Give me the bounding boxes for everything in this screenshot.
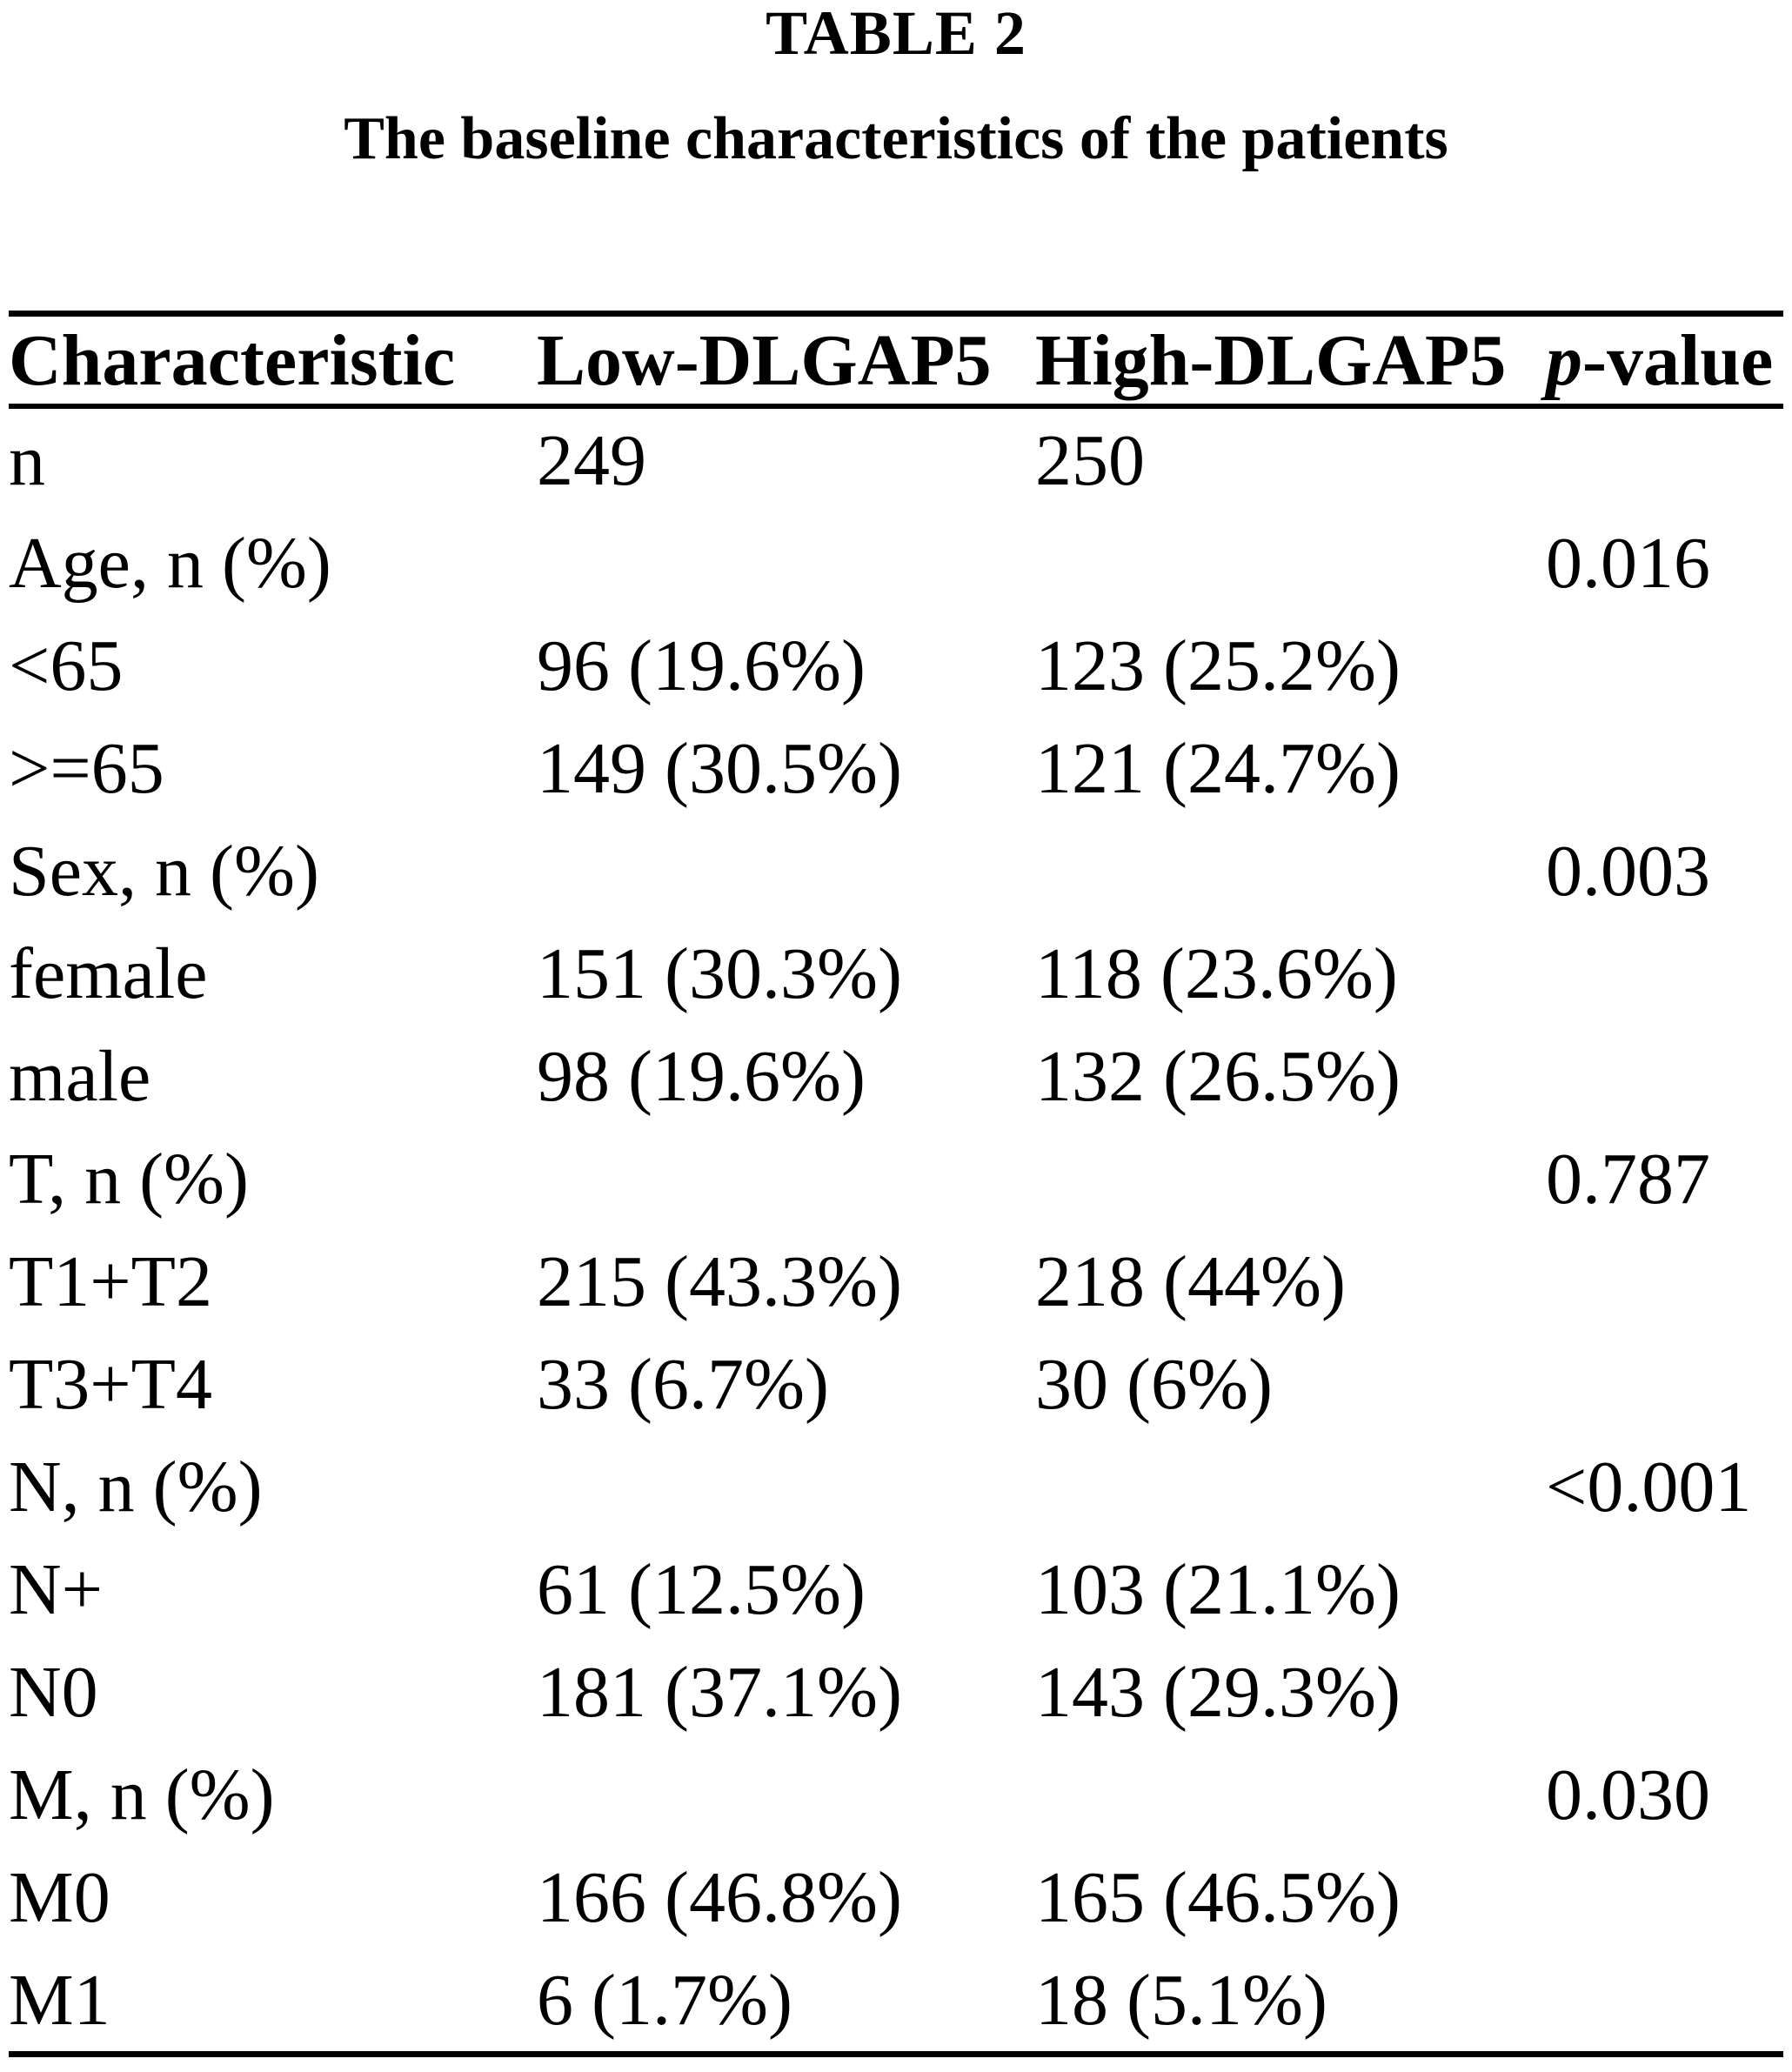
header-row: Characteristic Low-DLGAP5 High-DLGAP5 p-… <box>9 313 1783 409</box>
low-dlgap5-cell: 98 (19.6%) <box>537 1035 866 1117</box>
low-dlgap5-cell: 181 (37.1%) <box>537 1651 902 1733</box>
high-dlgap5-cell: 121 (24.7%) <box>1035 727 1401 809</box>
high-dlgap5-cell: 250 <box>1035 419 1145 501</box>
characteristic-cell: M1 <box>9 1959 110 2041</box>
table-row: N, n (%) <0.001 <box>9 1435 1783 1538</box>
high-dlgap5-cell: 165 (46.5%) <box>1035 1856 1401 1938</box>
high-dlgap5-cell: 18 (5.1%) <box>1035 1959 1327 2041</box>
baseline-characteristics-table: Characteristic Low-DLGAP5 High-DLGAP5 p-… <box>9 311 1783 2057</box>
characteristic-cell: Sex, n (%) <box>9 830 319 912</box>
table-row: Age, n (%) 0.016 <box>9 511 1783 614</box>
table-body: n 249 250 Age, n (%) 0.016 <65 96 (19.6%… <box>9 406 1783 2055</box>
table-row: male 98 (19.6%) 132 (26.5%) <box>9 1025 1783 1127</box>
table-row: <65 96 (19.6%) 123 (25.2%) <box>9 614 1783 717</box>
table-row: T3+T4 33 (6.7%) 30 (6%) <box>9 1333 1783 1435</box>
characteristic-cell: Age, n (%) <box>9 522 331 604</box>
high-dlgap5-cell: 132 (26.5%) <box>1035 1035 1401 1117</box>
low-dlgap5-cell <box>537 1743 1035 1846</box>
characteristic-cell: N0 <box>9 1651 98 1733</box>
column-header-characteristic: Characteristic <box>9 313 537 409</box>
high-dlgap5-cell <box>1035 819 1546 922</box>
p-value-cell: 0.787 <box>1546 1138 1710 1220</box>
table-row: Sex, n (%) 0.003 <box>9 819 1783 922</box>
table-header: Characteristic Low-DLGAP5 High-DLGAP5 p-… <box>9 313 1783 409</box>
high-dlgap5-cell <box>1035 1127 1546 1230</box>
low-dlgap5-cell: 151 (30.3%) <box>537 932 902 1014</box>
table-caption: The baseline characteristics of the pati… <box>344 105 1448 172</box>
low-dlgap5-cell <box>537 511 1035 614</box>
low-dlgap5-cell: 6 (1.7%) <box>537 1959 792 2041</box>
p-value-cell <box>1546 406 1783 511</box>
table-row: M0 166 (46.8%) 165 (46.5%) <box>9 1846 1783 1948</box>
p-value-cell: 0.030 <box>1546 1754 1710 1835</box>
p-value-cell <box>1546 1948 1783 2055</box>
characteristic-cell: M, n (%) <box>9 1754 275 1835</box>
high-dlgap5-cell: 123 (25.2%) <box>1035 625 1401 706</box>
characteristic-cell: female <box>9 932 208 1014</box>
characteristic-cell: <65 <box>9 625 124 706</box>
low-dlgap5-cell: 33 (6.7%) <box>537 1343 829 1425</box>
p-value-cell: 0.003 <box>1546 830 1710 912</box>
characteristic-cell: >=65 <box>9 727 164 809</box>
p-value-cell <box>1546 717 1783 819</box>
p-value-suffix: -value <box>1582 319 1774 401</box>
p-value-cell <box>1546 1230 1783 1333</box>
p-value-cell <box>1546 1641 1783 1743</box>
characteristic-cell: n <box>9 419 45 501</box>
low-dlgap5-cell <box>537 819 1035 922</box>
low-dlgap5-cell: 215 (43.3%) <box>537 1240 902 1322</box>
table-row: M1 6 (1.7%) 18 (5.1%) <box>9 1948 1783 2055</box>
p-value-cell: <0.001 <box>1546 1446 1752 1527</box>
characteristic-cell: T, n (%) <box>9 1138 249 1220</box>
high-dlgap5-cell: 143 (29.3%) <box>1035 1651 1401 1733</box>
p-value-cell: 0.016 <box>1546 522 1710 604</box>
table-row: female 151 (30.3%) 118 (23.6%) <box>9 922 1783 1025</box>
high-dlgap5-cell: 103 (21.1%) <box>1035 1548 1401 1630</box>
p-value-italic-p: p <box>1546 319 1582 401</box>
high-dlgap5-cell <box>1035 1743 1546 1846</box>
high-dlgap5-cell <box>1035 1435 1546 1538</box>
high-dlgap5-cell: 30 (6%) <box>1035 1343 1273 1425</box>
p-value-cell <box>1546 1333 1783 1435</box>
table-row: >=65 149 (30.5%) 121 (24.7%) <box>9 717 1783 819</box>
high-dlgap5-cell <box>1035 511 1546 614</box>
table-row: T, n (%) 0.787 <box>9 1127 1783 1230</box>
table-row: N+ 61 (12.5%) 103 (21.1%) <box>9 1538 1783 1641</box>
table-row: T1+T2 215 (43.3%) 218 (44%) <box>9 1230 1783 1333</box>
p-value-cell <box>1546 1846 1783 1948</box>
characteristic-cell: N+ <box>9 1548 104 1630</box>
column-header-high-dlgap5: High-DLGAP5 <box>1035 313 1546 409</box>
characteristic-cell: male <box>9 1035 151 1117</box>
low-dlgap5-cell: 249 <box>537 419 646 501</box>
low-dlgap5-cell: 149 (30.5%) <box>537 727 902 809</box>
low-dlgap5-cell <box>537 1127 1035 1230</box>
table-row: M, n (%) 0.030 <box>9 1743 1783 1846</box>
low-dlgap5-cell: 61 (12.5%) <box>537 1548 866 1630</box>
low-dlgap5-cell: 96 (19.6%) <box>537 625 866 706</box>
low-dlgap5-cell: 166 (46.8%) <box>537 1856 902 1938</box>
table-number-title: TABLE 2 <box>766 0 1026 68</box>
p-value-cell <box>1546 1538 1783 1641</box>
column-header-p-value: p-value <box>1546 313 1783 409</box>
table-row: N0 181 (37.1%) 143 (29.3%) <box>9 1641 1783 1743</box>
high-dlgap5-cell: 218 (44%) <box>1035 1240 1346 1322</box>
high-dlgap5-cell: 118 (23.6%) <box>1035 932 1398 1014</box>
table-row: n 249 250 <box>9 406 1783 511</box>
characteristic-cell: T1+T2 <box>9 1240 212 1322</box>
column-header-low-dlgap5: Low-DLGAP5 <box>537 313 1035 409</box>
characteristic-cell: T3+T4 <box>9 1343 212 1425</box>
characteristic-cell: N, n (%) <box>9 1446 263 1527</box>
p-value-cell <box>1546 922 1783 1025</box>
characteristic-cell: M0 <box>9 1856 110 1938</box>
p-value-cell <box>1546 614 1783 717</box>
p-value-cell <box>1546 1025 1783 1127</box>
low-dlgap5-cell <box>537 1435 1035 1538</box>
